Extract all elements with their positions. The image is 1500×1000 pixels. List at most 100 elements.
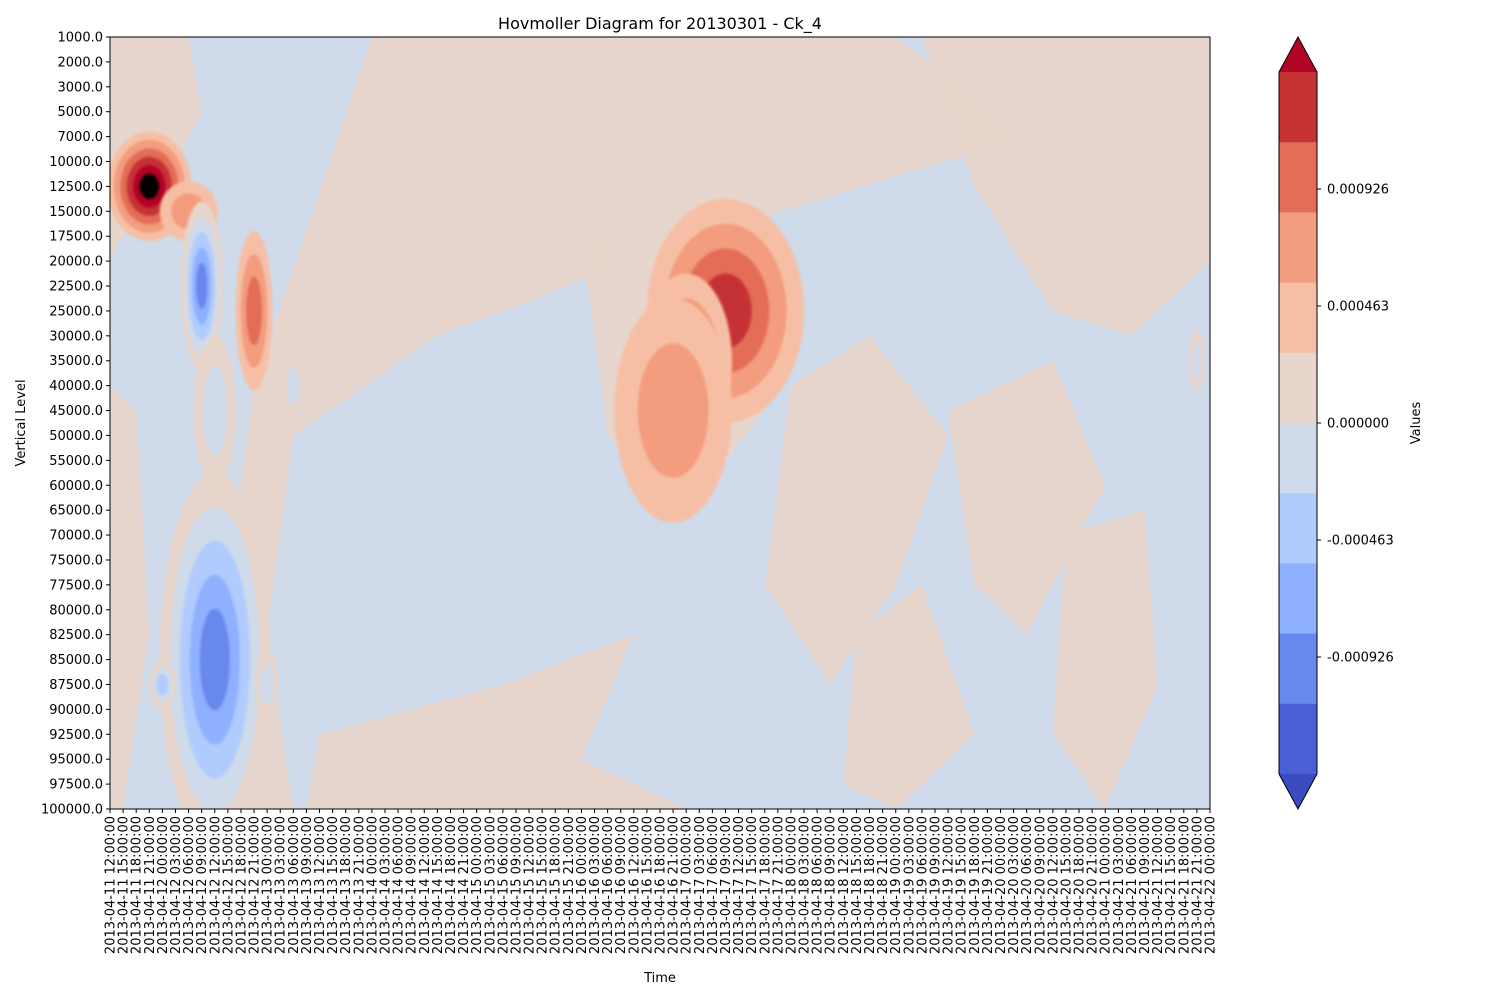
contour-feature-4-level-3 [246, 276, 262, 346]
x-tick-label: 2013-04-19 15:00:00 [955, 816, 970, 954]
x-tick-label: 2013-04-15 12:00:00 [523, 816, 538, 954]
y-tick-label: 30000.0 [49, 329, 103, 344]
x-tick-label: 2013-04-13 06:00:00 [287, 816, 302, 954]
y-tick-label: 45000.0 [49, 404, 103, 419]
contour-feature-3-level-5 [196, 262, 208, 310]
contour-band-10 [843, 584, 975, 809]
x-tick-label: 2013-04-14 18:00:00 [444, 816, 459, 954]
colorbar-tick-label: -0.000463 [1327, 534, 1394, 549]
x-tick-label: 2013-04-14 21:00:00 [457, 816, 472, 954]
colorbar-outline [1278, 35, 1318, 811]
y-tick-label: 75000.0 [49, 553, 103, 568]
x-tick-label: 2013-04-20 03:00:00 [1007, 816, 1022, 954]
x-tick-label: 2013-04-19 00:00:00 [889, 816, 904, 954]
y-tick-label: 3000.0 [58, 80, 104, 95]
colorbar: -0.000926 -0.000463 0.000000 0.000463 0.0009… [1278, 35, 1394, 811]
x-tick-label: 2013-04-17 18:00:00 [758, 816, 773, 954]
x-tick-label: 2013-04-18 12:00:00 [837, 816, 852, 954]
x-tick-label: 2013-04-21 15:00:00 [1164, 816, 1179, 954]
x-tick-label: 2013-04-20 06:00:00 [1020, 816, 1035, 954]
x-tick-label: 2013-04-18 00:00:00 [785, 816, 800, 954]
x-tick-label: 2013-04-21 21:00:00 [1190, 816, 1205, 954]
colorbar-bin [1279, 423, 1317, 494]
contour-feature-9-level-2 [260, 663, 275, 706]
contour-band-2 [214, 37, 1027, 809]
colorbar-extend-max [1279, 37, 1317, 72]
x-tick-label: 2013-04-12 18:00:00 [235, 816, 250, 954]
x-tick-label: 2013-04-14 09:00:00 [405, 816, 420, 954]
y-tick-label: 77500.0 [49, 578, 103, 593]
colorbar-bin [1279, 282, 1317, 354]
y-tick-label: 15000.0 [49, 205, 103, 220]
x-tick-label: 2013-04-22 00:00:00 [1204, 816, 1219, 954]
x-tick-label: 2013-04-12 21:00:00 [248, 816, 263, 954]
x-tick-label: 2013-04-19 12:00:00 [942, 816, 957, 954]
x-tick-label: 2013-04-18 06:00:00 [811, 816, 826, 954]
y-tick-label: 87500.0 [49, 678, 103, 693]
y-tick-label: 25000.0 [49, 304, 103, 319]
contour-feature-6-level-2 [287, 366, 300, 405]
y-axis: 1000.0 2000.0 3000.0 5000.0 7000.0 10000.0 125… [41, 31, 110, 818]
x-tick-label: 2013-04-12 15:00:00 [221, 816, 236, 954]
y-tick-label: 85000.0 [49, 653, 103, 668]
y-tick-label: 60000.0 [49, 479, 103, 494]
contour-feature-1-level-6 [139, 173, 159, 199]
x-tick-label: 2013-04-14 06:00:00 [392, 816, 407, 954]
y-tick-label: 1000.0 [58, 31, 104, 46]
y-tick-label: 40000.0 [49, 379, 103, 394]
x-tick-label: 2013-04-16 18:00:00 [654, 816, 669, 954]
colorbar-bin [1279, 703, 1317, 775]
x-tick-label: 2013-04-18 21:00:00 [876, 816, 891, 954]
x-tick-label: 2013-04-15 15:00:00 [536, 816, 551, 954]
y-tick-label: 5000.0 [58, 105, 104, 120]
contour-band-5 [764, 335, 949, 685]
x-tick-label: 2013-04-11 15:00:00 [117, 816, 132, 954]
colorbar-bin [1279, 633, 1317, 705]
colorbar-bin [1279, 142, 1317, 213]
x-tick-label: 2013-04-17 12:00:00 [732, 816, 747, 954]
x-tick-label: 2013-04-13 12:00:00 [313, 816, 328, 954]
x-tick-label: 2013-04-19 21:00:00 [981, 816, 996, 954]
x-tick-label: 2013-04-12 00:00:00 [156, 816, 171, 954]
colorbar-label: Values [1409, 402, 1424, 445]
x-tick-label: 2013-04-14 03:00:00 [379, 816, 394, 954]
y-tick-label: 65000.0 [49, 504, 103, 519]
colorbar-tick-label: -0.000926 [1327, 651, 1394, 666]
x-tick-label: 2013-04-18 15:00:00 [850, 816, 865, 954]
y-tick-label: 95000.0 [49, 753, 103, 768]
contour-feature-5-level-2 [202, 365, 228, 456]
x-tick-label: 2013-04-12 03:00:00 [169, 816, 184, 954]
x-tick-label: 2013-04-16 12:00:00 [627, 816, 642, 954]
x-tick-label: 2013-04-18 09:00:00 [824, 816, 839, 954]
x-tick-label: 2013-04-17 06:00:00 [706, 816, 721, 954]
x-tick-label: 2013-04-12 09:00:00 [195, 816, 210, 954]
x-tick-label: 2013-04-16 15:00:00 [640, 816, 655, 954]
x-tick-label: 2013-04-19 09:00:00 [929, 816, 944, 954]
x-tick-label: 2013-04-17 00:00:00 [680, 816, 695, 954]
x-tick-label: 2013-04-20 15:00:00 [1060, 816, 1075, 954]
y-tick-label: 10000.0 [49, 155, 103, 170]
x-tick-label: 2013-04-21 09:00:00 [1138, 816, 1153, 954]
x-tick-label: 2013-04-13 18:00:00 [339, 816, 354, 954]
x-tick-label: 2013-04-12 06:00:00 [182, 816, 197, 954]
y-tick-label: 20000.0 [49, 255, 103, 270]
x-tick-label: 2013-04-12 12:00:00 [208, 816, 223, 954]
x-tick-label: 2013-04-15 09:00:00 [510, 816, 525, 954]
x-tick-label: 2013-04-18 18:00:00 [863, 816, 878, 954]
x-tick-label: 2013-04-13 09:00:00 [300, 816, 315, 954]
colorbar-bin [1279, 493, 1317, 564]
colorbar-bin [1279, 212, 1317, 284]
colorbar-tick-label: 0.000926 [1327, 183, 1389, 198]
x-tick-label: 2013-04-19 06:00:00 [915, 816, 930, 954]
x-tick-label: 2013-04-21 12:00:00 [1151, 816, 1166, 954]
x-tick-label: 2013-04-19 03:00:00 [902, 816, 917, 954]
x-tick-label: 2013-04-16 03:00:00 [588, 816, 603, 954]
x-tick-label: 2013-04-20 12:00:00 [1046, 816, 1061, 954]
x-tick-label: 2013-04-14 15:00:00 [431, 816, 446, 954]
x-tick-label: 2013-04-21 03:00:00 [1112, 816, 1127, 954]
y-tick-label: 97500.0 [49, 778, 103, 793]
colorbar-bin [1279, 563, 1317, 635]
y-tick-label: 100000.0 [41, 803, 103, 818]
